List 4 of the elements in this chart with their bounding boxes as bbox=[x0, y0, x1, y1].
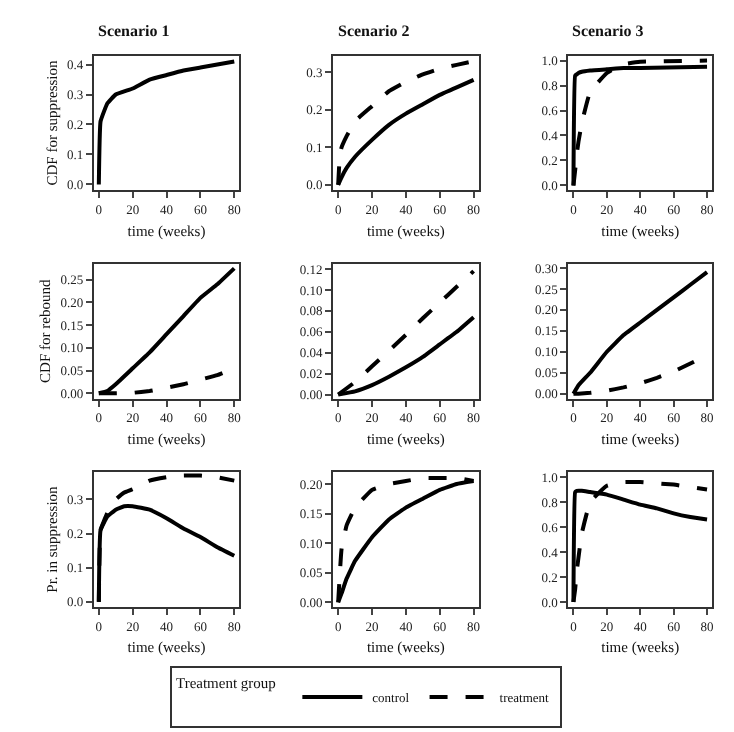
chart-title: Scenario 1 bbox=[98, 22, 170, 40]
line-series bbox=[96, 59, 237, 187]
chart-title: Scenario 2 bbox=[338, 22, 410, 40]
chart-title: Scenario 3 bbox=[572, 22, 644, 40]
